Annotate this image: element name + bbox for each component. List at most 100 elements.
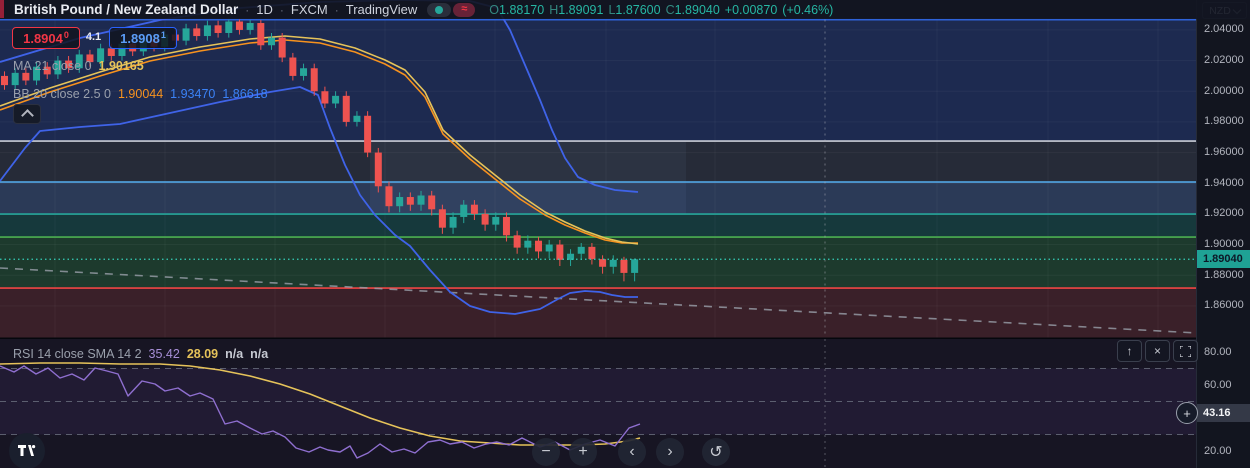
price-axis-label: 2.04000 — [1204, 23, 1244, 36]
bb-legend[interactable]: BB 20 close 2.5 0 1.90044 1.93470 1.8661… — [13, 87, 268, 101]
title-separator: · — [245, 2, 250, 17]
rsi-legend-label: RSI 14 close SMA 14 2 — [13, 347, 142, 361]
bb-basis-value: 1.90044 — [117, 87, 164, 101]
close-pane-button[interactable]: × — [1145, 340, 1170, 362]
arrow-up-icon: ↑ — [1126, 344, 1133, 358]
chevron-left-icon: ‹ — [629, 443, 635, 460]
high-label: H — [549, 2, 559, 17]
bid-sup-digit: 0 — [63, 30, 69, 40]
collapse-legend-button[interactable] — [13, 104, 41, 124]
rsi-axis-label: 60.00 — [1204, 378, 1232, 391]
change-percent: (+0.46%) — [782, 2, 834, 17]
plus-icon: + — [1183, 405, 1191, 421]
chevron-right-icon: › — [667, 443, 673, 460]
price-axis-label: 1.90000 — [1204, 238, 1244, 251]
maximize-pane-button[interactable] — [1173, 340, 1198, 362]
plus-icon: + — [578, 443, 588, 460]
ma-legend[interactable]: MA 21 close 0 1.90165 — [13, 59, 144, 73]
price-axis-label: 1.86000 — [1204, 299, 1244, 312]
rsi-value-tag: 43.16 — [1197, 403, 1250, 422]
ma-legend-label: MA 21 close 0 — [13, 59, 92, 73]
price-axis-label: 1.92000 — [1204, 207, 1244, 220]
ohlc-row: O1.88170 H1.89091 L1.87600 C1.89040 +0.0… — [489, 3, 833, 17]
high-value: 1.89091 — [558, 2, 604, 17]
ask-sup-digit: 1 — [160, 30, 166, 40]
open-label: O — [489, 2, 500, 17]
price-axis-label: 2.00000 — [1204, 84, 1244, 97]
interval-label[interactable]: 1D — [256, 2, 273, 17]
buy-price-button[interactable]: 1.8908 1 — [109, 27, 177, 49]
reset-chart-button[interactable]: ↺ — [702, 438, 730, 466]
bb-lower-value: 1.86618 — [222, 87, 268, 101]
rsi-na1: n/a — [225, 347, 244, 361]
ideas-stream-pill[interactable]: ≈ — [453, 2, 476, 17]
watchlist-flag-tick — [0, 0, 4, 18]
bollinger-lower-line — [0, 86, 638, 315]
symbol-name[interactable]: British Pound / New Zealand Dollar — [14, 2, 239, 17]
price-axis-label: 1.96000 — [1204, 146, 1244, 159]
rsi-pane-background — [0, 339, 1197, 468]
title-separator: · — [334, 2, 339, 17]
live-dot-icon — [435, 5, 444, 14]
open-value: 1.88170 — [499, 2, 545, 17]
rsi-value: 35.42 — [148, 347, 180, 361]
trendline[interactable] — [0, 267, 1198, 334]
scroll-right-button[interactable]: › — [656, 438, 684, 466]
chevron-up-icon — [20, 109, 34, 122]
exchange-label[interactable]: FXCM — [290, 2, 328, 17]
zoom-in-button[interactable]: + — [569, 438, 597, 466]
change-value: +0.00870 — [724, 2, 778, 17]
highlight-rectangle — [370, 141, 686, 215]
tradingview-logo-icon — [18, 445, 36, 456]
bb-legend-label: BB 20 close 2.5 0 — [13, 87, 111, 101]
move-pane-up-button[interactable]: ↑ — [1117, 340, 1142, 362]
reset-icon: ↺ — [709, 444, 723, 461]
sell-price-button[interactable]: 1.8904 0 — [12, 27, 80, 49]
rsi-axis-label: 80.00 — [1204, 345, 1232, 358]
scroll-left-button[interactable]: ‹ — [618, 438, 646, 466]
bb-upper-value: 1.93470 — [170, 87, 216, 101]
price-axis-label: 2.02000 — [1204, 54, 1244, 67]
minus-icon: − — [541, 443, 551, 460]
rsi-legend[interactable]: RSI 14 close SMA 14 2 35.42 28.09 n/a n/… — [13, 347, 268, 361]
price-axis-label: 1.94000 — [1204, 176, 1244, 189]
title-separator: · — [279, 2, 284, 17]
rsi-sma-value: 28.09 — [186, 347, 219, 361]
price-axis[interactable]: NZD 2.040002.020002.000001.980001.960001… — [1196, 0, 1250, 468]
rsi-last-value: 43.16 — [1203, 406, 1231, 419]
last-price-value: 1.89040 — [1203, 253, 1243, 266]
close-value: 1.89040 — [674, 2, 720, 17]
low-value: 1.87600 — [615, 2, 661, 17]
price-axis-label: 1.88000 — [1204, 268, 1244, 281]
price-zones — [0, 19, 1197, 338]
price-axis-label: 1.98000 — [1204, 115, 1244, 128]
rsi-na2: n/a — [250, 347, 269, 361]
platform-label[interactable]: TradingView — [345, 2, 418, 17]
candlestick-series — [1, 19, 639, 282]
rsi-axis-label: 20.00 — [1204, 444, 1232, 457]
ask-price: 1.8908 — [120, 30, 160, 46]
zoom-out-button[interactable]: − — [532, 438, 560, 466]
maximize-icon — [1180, 345, 1191, 357]
low-label: L — [608, 2, 616, 17]
bollinger-basis-line — [0, 39, 638, 244]
chart-header: British Pound / New Zealand Dollar · 1D … — [0, 0, 1250, 19]
spread-value: 4.1 — [85, 31, 102, 43]
waves-icon: ≈ — [461, 3, 468, 15]
bid-price: 1.8904 — [23, 30, 63, 46]
symbol-title-row[interactable]: British Pound / New Zealand Dollar · 1D … — [14, 2, 417, 17]
close-icon: × — [1153, 344, 1161, 358]
rsi-line — [0, 365, 641, 459]
pane-divider[interactable] — [0, 337, 1250, 340]
stream-icons: ≈ — [427, 2, 476, 17]
last-price-tag: 1.89040 — [1197, 250, 1250, 269]
rsi-sma-line — [0, 362, 641, 446]
market-status-pill[interactable] — [427, 2, 452, 17]
ma21-line — [0, 35, 639, 245]
add-alert-button[interactable]: + — [1176, 402, 1198, 424]
close-label: C — [665, 2, 675, 17]
tradingview-logo[interactable] — [9, 433, 45, 468]
ma-value: 1.90165 — [98, 59, 144, 73]
